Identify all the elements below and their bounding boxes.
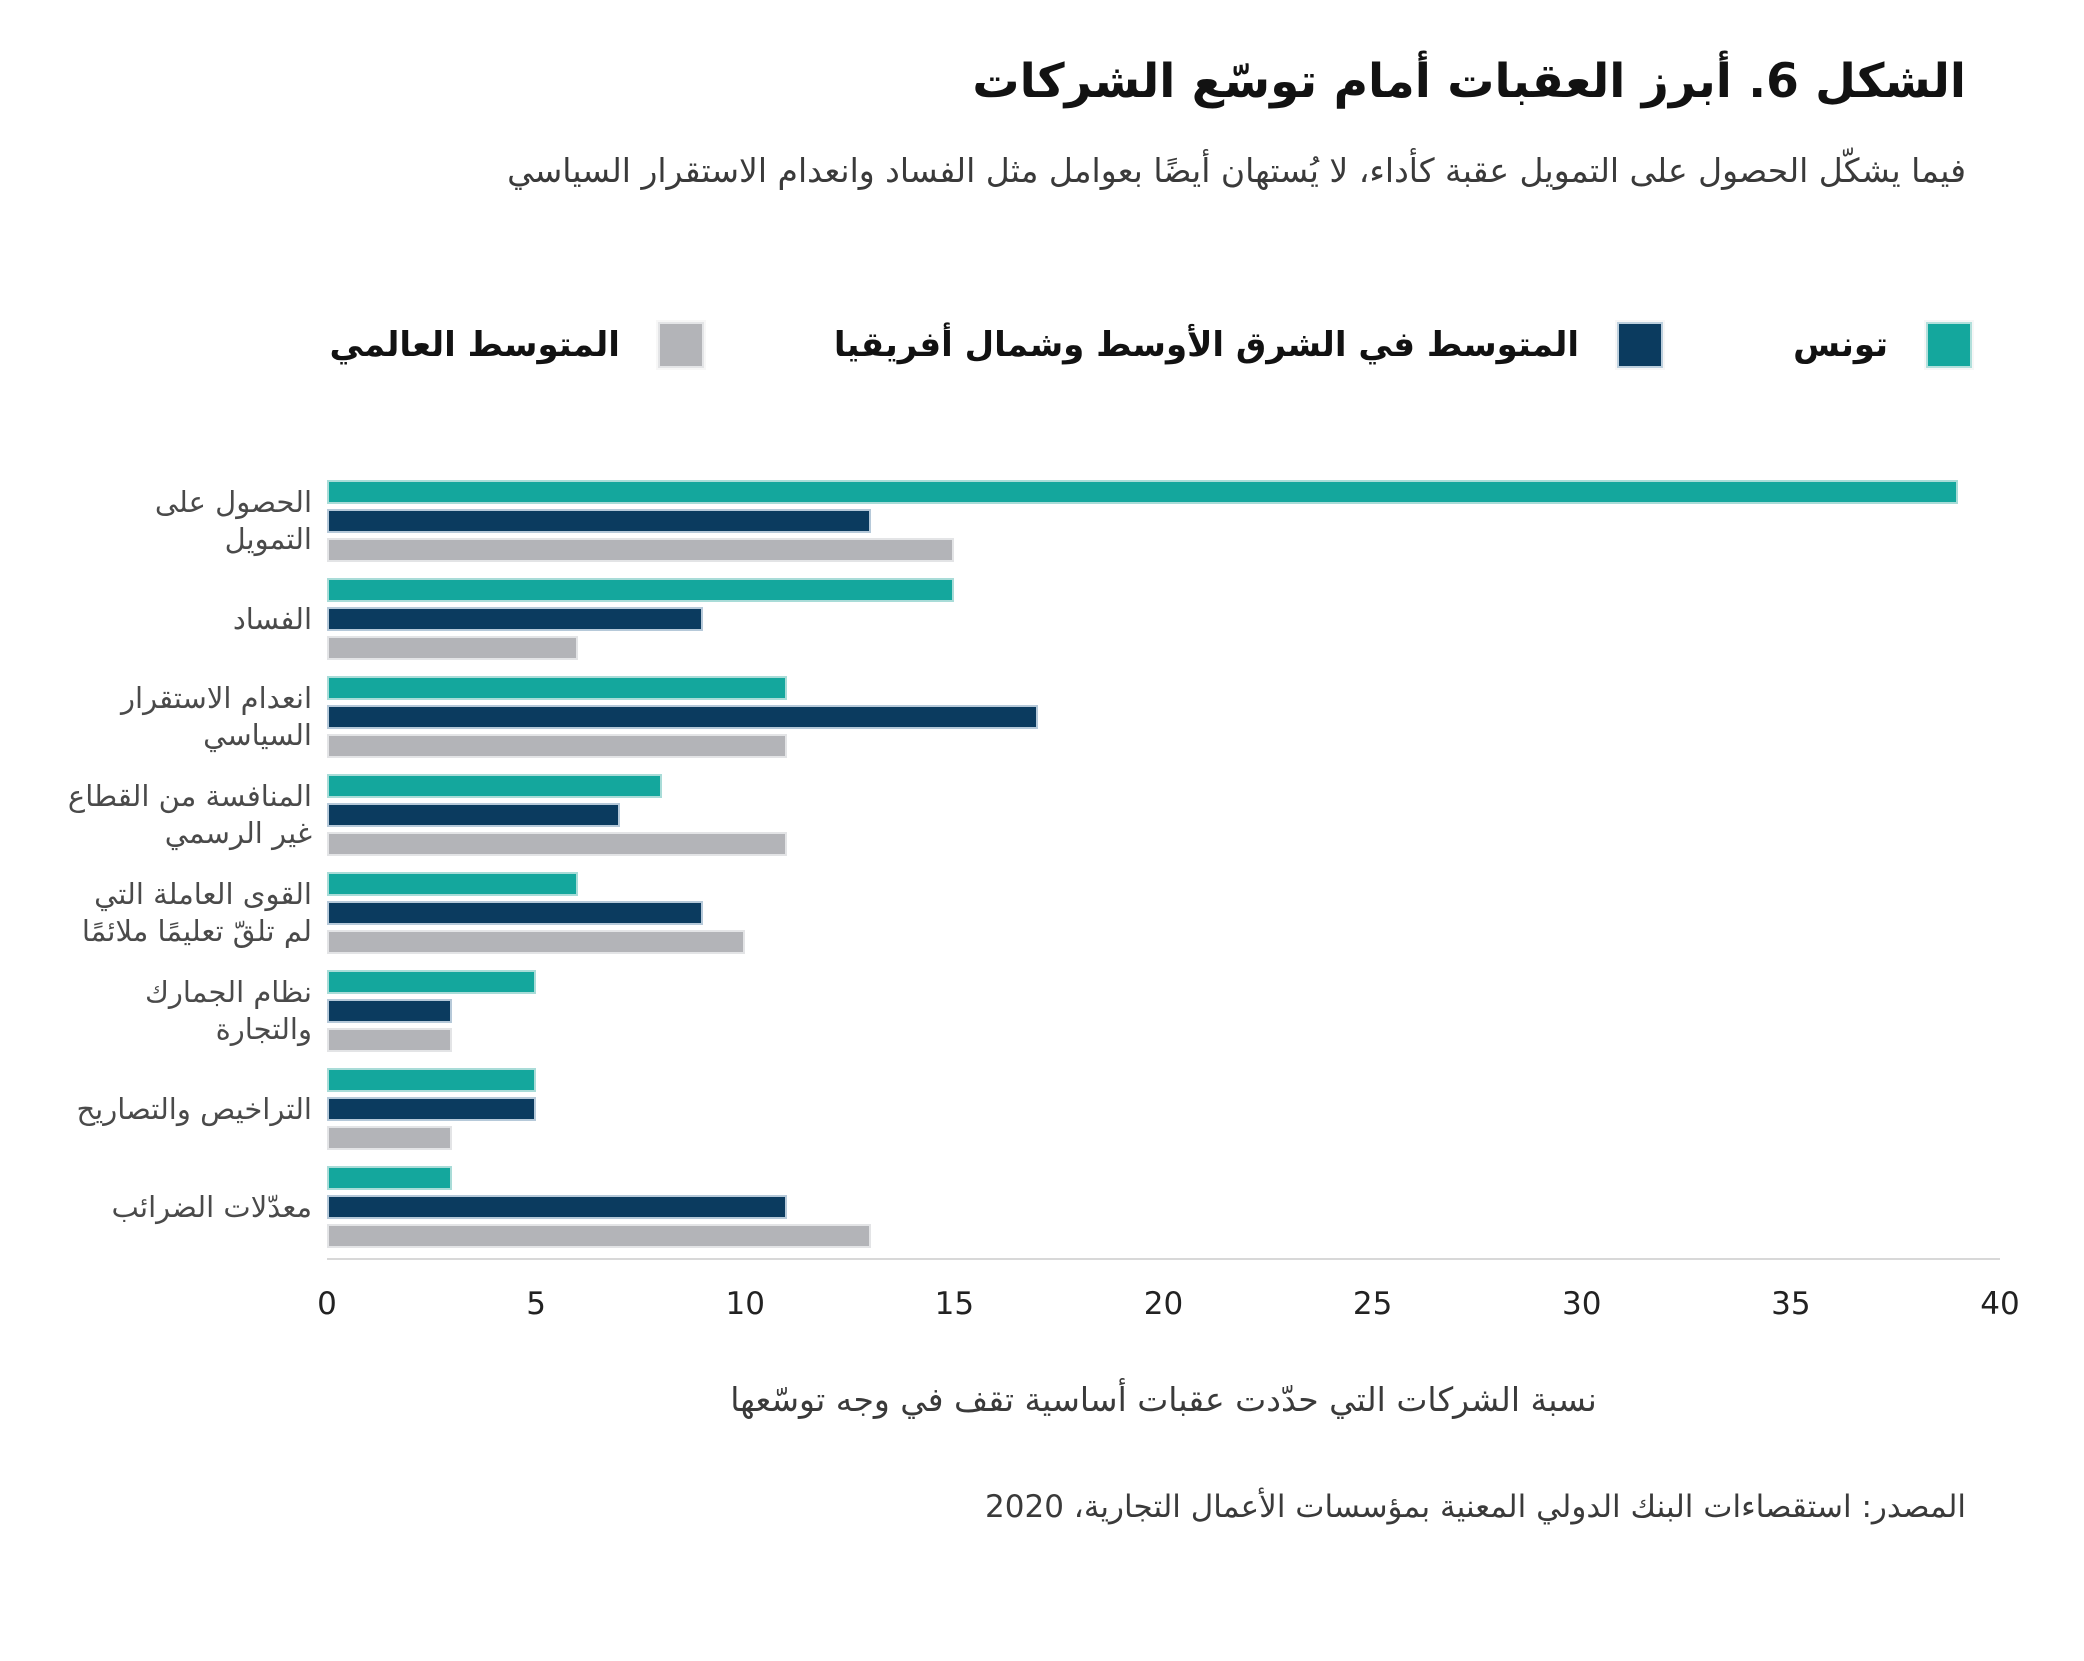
legend-label: المتوسط في الشرق الأوسط وشمال أفريقيا: [833, 325, 1580, 366]
category-row: القوى العاملة التي لم تلقّ تعليمًا ملائم…: [60, 872, 2000, 955]
bar-series-2-cat-6: [327, 1126, 453, 1151]
category-label: نظام الجمارك والتجارة: [145, 975, 312, 1047]
category-label: معدّلات الضرائب: [111, 1189, 312, 1224]
figure-title: الشكل 6. أبرز العقبات أمام توسّع الشركات: [972, 54, 1966, 109]
category-row: المنافسة من القطاع غير الرسمي: [60, 774, 2000, 857]
legend-label: المتوسط العالمي: [329, 325, 620, 366]
bar-chart: الحصول على التمويل الفساد انعدام الاستقرار…: [60, 480, 2000, 1249]
category-row: التراخيص والتصاريح: [60, 1068, 2000, 1151]
bar-series-0-cat-1: [327, 578, 955, 603]
bar-series-1-cat-0: [327, 509, 871, 534]
bar-series-0-cat-7: [327, 1166, 453, 1191]
x-tick-25: 25: [1352, 1286, 1393, 1323]
bar-series-2-cat-5: [327, 1028, 453, 1053]
bar-group: [327, 970, 2000, 1053]
bar-series-1-cat-2: [327, 705, 1039, 730]
category-label: انعدام الاستقرار السياسي: [121, 681, 312, 753]
bar-series-1-cat-1: [327, 607, 704, 632]
chart-legend: تونس المتوسط في الشرق الأوسط وشمال أفريقي…: [60, 322, 1972, 369]
x-tick-30: 30: [1562, 1286, 1602, 1323]
x-tick-35: 35: [1771, 1286, 1811, 1323]
bar-series-2-cat-3: [327, 832, 788, 857]
source-note: المصدر: استقصاءات البنك الدولي المعنية ب…: [985, 1489, 1966, 1526]
legend-swatch-icon: [657, 322, 704, 369]
category-row: الفساد: [60, 578, 2000, 661]
x-tick-0: 0: [317, 1286, 337, 1323]
bar-series-0-cat-4: [327, 872, 578, 897]
category-label: الحصول على التمويل: [154, 485, 312, 557]
category-row: معدّلات الضرائب: [60, 1166, 2000, 1249]
category-row: انعدام الاستقرار السياسي: [60, 676, 2000, 759]
category-row: نظام الجمارك والتجارة: [60, 970, 2000, 1053]
bar-series-2-cat-1: [327, 636, 578, 661]
bar-group: [327, 1166, 2000, 1249]
bar-series-0-cat-2: [327, 676, 788, 701]
x-axis-title: نسبة الشركات التي حدّدت عقبات أساسية تقف…: [730, 1380, 1597, 1420]
bar-group: [327, 578, 2000, 661]
bar-series-0-cat-5: [327, 970, 537, 995]
legend-item-0: تونس: [1793, 322, 1972, 369]
bar-series-0-cat-6: [327, 1068, 537, 1093]
bar-series-0-cat-0: [327, 480, 1959, 505]
bar-series-2-cat-7: [327, 1224, 871, 1249]
category-label: الفساد: [232, 601, 312, 636]
bar-group: [327, 872, 2000, 955]
x-tick-40: 40: [1980, 1286, 2020, 1323]
category-label: القوى العاملة التي لم تلقّ تعليمًا ملائم…: [81, 877, 312, 949]
bar-group: [327, 774, 2000, 857]
figure-subtitle: فيما يشكّل الحصول على التمويل عقبة كأداء…: [507, 151, 1966, 191]
legend-item-1: المتوسط في الشرق الأوسط وشمال أفريقيا: [833, 322, 1664, 369]
bar-group: [327, 676, 2000, 759]
legend-label: تونس: [1793, 325, 1888, 366]
bar-series-2-cat-2: [327, 734, 788, 759]
x-tick-5: 5: [526, 1286, 546, 1323]
x-axis-line: [327, 1258, 2000, 1261]
bar-series-1-cat-5: [327, 999, 453, 1024]
bar-series-1-cat-3: [327, 803, 620, 828]
bar-group: [327, 1068, 2000, 1151]
bar-series-1-cat-6: [327, 1097, 537, 1122]
x-tick-10: 10: [725, 1286, 765, 1323]
bar-series-1-cat-7: [327, 1195, 788, 1220]
x-axis-ticks: 0 5 10 15 20 25 30 35 40: [317, 1286, 2020, 1330]
x-tick-15: 15: [934, 1286, 975, 1323]
category-label: التراخيص والتصاريح: [76, 1091, 312, 1126]
bar-group: [327, 480, 2000, 563]
x-tick-20: 20: [1143, 1286, 1184, 1323]
bar-series-2-cat-4: [327, 930, 746, 955]
legend-item-2: المتوسط العالمي: [329, 322, 704, 369]
legend-swatch-icon: [1617, 322, 1664, 369]
bar-series-1-cat-4: [327, 901, 704, 926]
bar-series-0-cat-3: [327, 774, 662, 799]
legend-swatch-icon: [1926, 322, 1972, 369]
bar-series-2-cat-0: [327, 538, 955, 563]
category-label: المنافسة من القطاع غير الرسمي: [67, 779, 312, 851]
category-row: الحصول على التمويل: [60, 480, 2000, 563]
